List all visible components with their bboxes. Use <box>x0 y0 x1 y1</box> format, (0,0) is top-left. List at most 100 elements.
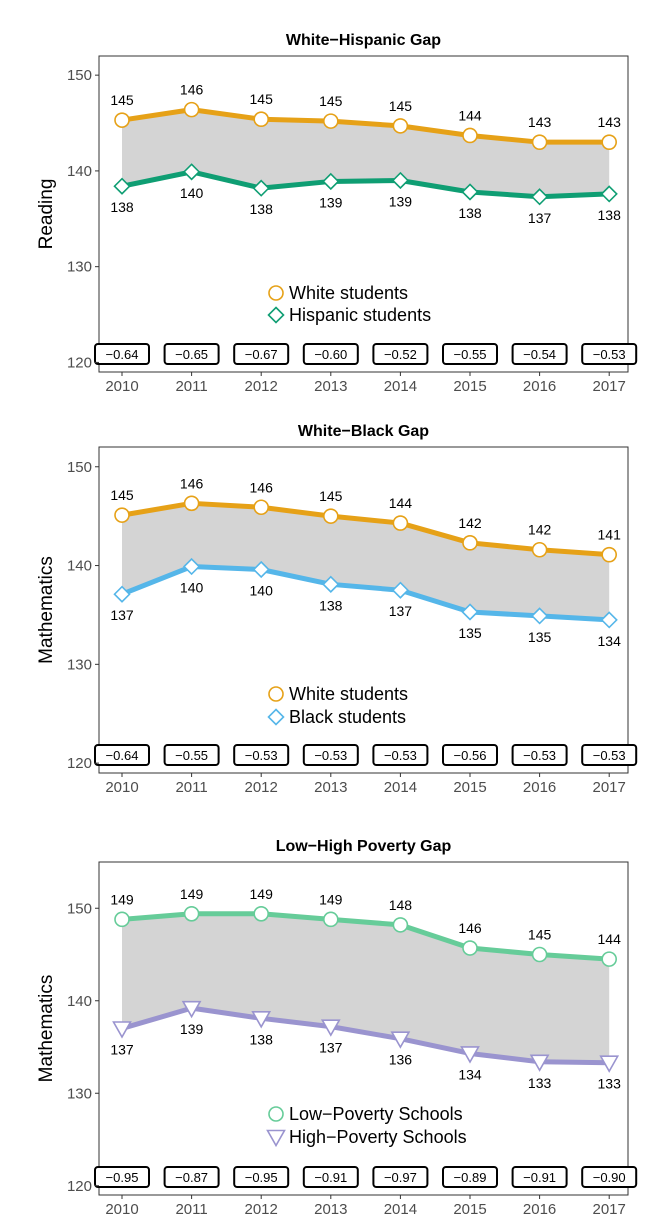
y-tick-label: 140 <box>67 163 92 180</box>
gap-value: −0.54 <box>523 347 556 362</box>
gap-value: −0.95 <box>245 1170 278 1185</box>
panel-3: Low−High Poverty Gap149 149 149 149 148146 14… <box>36 838 636 1218</box>
data-label: 148 <box>389 897 413 913</box>
y-axis-label: Reading <box>36 179 57 250</box>
data-point <box>185 496 199 510</box>
data-label: 149 <box>319 891 343 907</box>
data-point <box>324 509 338 523</box>
data-label: 139 <box>180 1021 204 1037</box>
data-label: 139 <box>389 193 413 209</box>
data-point <box>254 112 268 126</box>
data-label: 137 <box>110 607 134 623</box>
data-point <box>463 536 477 550</box>
data-point <box>602 952 616 966</box>
y-tick-label: 120 <box>67 755 92 772</box>
data-label: 149 <box>250 886 274 902</box>
y-tick-label: 150 <box>67 900 92 917</box>
y-tick-label: 130 <box>67 1085 92 1102</box>
gap-value: −0.91 <box>314 1170 347 1185</box>
data-point <box>115 508 129 522</box>
data-label: 146 <box>250 479 274 495</box>
gap-value: −0.67 <box>245 347 278 362</box>
data-point <box>115 113 129 127</box>
gap-value: −0.53 <box>593 748 626 763</box>
x-tick-label: 2015 <box>453 1201 486 1218</box>
gap-value: −0.53 <box>384 748 417 763</box>
gap-value: −0.56 <box>454 748 487 763</box>
x-tick-label: 2013 <box>314 378 347 395</box>
gap-value: −0.53 <box>593 347 626 362</box>
data-point <box>115 912 129 926</box>
y-tick-label: 130 <box>67 656 92 673</box>
data-label: 138 <box>250 201 274 217</box>
data-point <box>393 119 407 133</box>
y-tick-label: 120 <box>67 1178 92 1195</box>
data-point <box>185 103 199 117</box>
data-point <box>185 907 199 921</box>
legend-label: White students <box>289 283 408 303</box>
x-tick-label: 2012 <box>245 378 278 395</box>
y-tick-label: 120 <box>67 354 92 371</box>
legend-key <box>269 687 283 701</box>
x-tick-label: 2012 <box>245 1201 278 1218</box>
gap-value: −0.55 <box>175 748 208 763</box>
y-tick-label: 140 <box>67 993 92 1010</box>
data-label: 146 <box>180 475 204 491</box>
gap-value: −0.90 <box>593 1170 626 1185</box>
gap-value: −0.97 <box>384 1170 417 1185</box>
data-label: 138 <box>250 1031 274 1047</box>
x-tick-label: 2017 <box>593 779 626 796</box>
data-label: 146 <box>180 82 204 98</box>
x-tick-label: 2015 <box>453 378 486 395</box>
gap-value: −0.87 <box>175 1170 208 1185</box>
data-label: 133 <box>528 1075 552 1091</box>
data-point <box>324 114 338 128</box>
y-tick-label: 130 <box>67 259 92 276</box>
gap-value: −0.65 <box>175 347 208 362</box>
data-label: 144 <box>389 495 413 511</box>
y-axis-label: Mathematics <box>36 556 57 664</box>
gap-value: −0.64 <box>106 748 139 763</box>
data-label: 133 <box>598 1076 622 1092</box>
gap-value: −0.53 <box>523 748 556 763</box>
y-tick-label: 140 <box>67 558 92 575</box>
data-label: 138 <box>458 205 482 221</box>
panel-1: White−Hispanic Gap 145 146 145 145 145 144 143 1… <box>36 32 636 395</box>
data-point <box>533 948 547 962</box>
panel-title: Low−High Poverty Gap <box>276 838 452 855</box>
data-label: 138 <box>598 207 622 223</box>
data-label: 141 <box>598 527 622 543</box>
data-label: 142 <box>458 515 482 531</box>
data-label: 144 <box>458 107 482 123</box>
data-label: 138 <box>319 597 343 613</box>
data-point <box>533 543 547 557</box>
data-label: 145 <box>319 93 343 109</box>
data-point <box>602 135 616 149</box>
data-point <box>324 912 338 926</box>
x-tick-label: 2016 <box>523 779 556 796</box>
y-axis-label: Mathematics <box>36 975 57 1083</box>
data-point <box>602 548 616 562</box>
data-label: 140 <box>180 580 204 596</box>
data-label: 144 <box>598 931 622 947</box>
x-tick-label: 2011 <box>175 1201 207 1218</box>
data-label: 135 <box>528 629 552 645</box>
data-point <box>463 941 477 955</box>
legend-key <box>269 286 283 300</box>
x-tick-label: 2010 <box>105 1201 138 1218</box>
gap-value: −0.91 <box>523 1170 556 1185</box>
legend-key <box>269 1107 283 1121</box>
x-tick-label: 2013 <box>314 779 347 796</box>
gap-value: −0.52 <box>384 347 417 362</box>
x-tick-label: 2011 <box>175 378 207 395</box>
data-label: 140 <box>180 185 204 201</box>
data-label: 136 <box>389 1052 413 1068</box>
legend-label: Hispanic students <box>289 305 431 325</box>
data-point <box>393 516 407 530</box>
panel-title: White−Black Gap <box>298 423 429 440</box>
data-label: 139 <box>319 194 343 210</box>
data-label: 137 <box>319 1040 343 1056</box>
gap-value: −0.64 <box>106 347 139 362</box>
data-label: 137 <box>110 1042 134 1058</box>
